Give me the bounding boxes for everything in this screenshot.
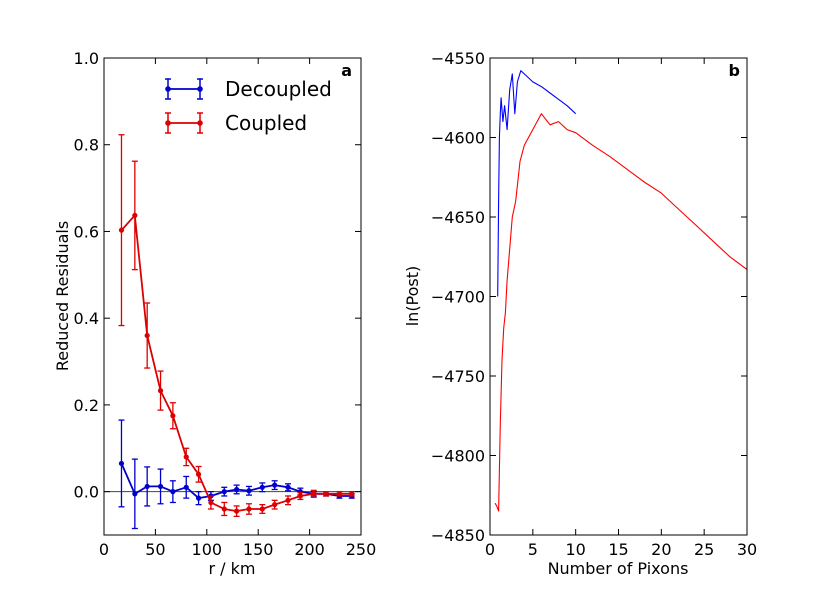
panel-b-plot-area bbox=[494, 70, 748, 512]
panel-a-ytick-label: 1.0 bbox=[74, 49, 99, 68]
legend: Decoupled Coupled bbox=[165, 77, 332, 135]
panel-a-coupled-point bbox=[221, 506, 227, 512]
panel-a-xtick-label: 150 bbox=[243, 540, 274, 559]
panel-a-decoupled-point bbox=[234, 486, 240, 493]
panel-a-decoupled-point bbox=[195, 495, 202, 501]
panel-a-ticks: 0 50 100 150 200 250 0.0 0.2 0.4 0.6 0.8 1.0 bbox=[74, 49, 377, 559]
panel-a-coupled-point bbox=[311, 491, 317, 497]
panel-b-ytick-label: −4550 bbox=[431, 49, 485, 68]
panel-a-xtick-label: 50 bbox=[145, 540, 165, 559]
panel-b-ytick-label: −4650 bbox=[431, 208, 485, 227]
panel-a-coupled-point bbox=[208, 499, 214, 506]
panel-a-xtick-label: 250 bbox=[346, 540, 377, 559]
panel-a: 0 50 100 150 200 250 0.0 0.2 0.4 0.6 0.8 1.0 a r / … bbox=[53, 49, 376, 578]
panel-a-decoupled-point bbox=[157, 483, 164, 490]
panel-a-coupled-point bbox=[118, 227, 125, 233]
panel-b-xtick-label: 25 bbox=[694, 540, 714, 559]
panel-b-ytick-label: −4850 bbox=[431, 526, 485, 545]
panel-a-coupled-point bbox=[272, 502, 278, 508]
panel-b-ytick-label: −4800 bbox=[431, 447, 485, 466]
panel-b-label: b bbox=[729, 61, 740, 80]
panel-b-ytick-label: −4700 bbox=[431, 288, 485, 307]
panel-b-coupled-line bbox=[494, 113, 748, 512]
panel-b: 0 5 10 15 20 25 30 −4850 −4800 −4750 −4700 −4650 −46… bbox=[403, 49, 757, 578]
panel-a-xtick-label: 200 bbox=[294, 540, 325, 559]
panel-b-xlabel: Number of Pixons bbox=[548, 559, 689, 578]
panel-a-xtick-label: 100 bbox=[192, 540, 223, 559]
panel-b-xtick-label: 5 bbox=[528, 540, 538, 559]
panel-a-coupled-point bbox=[285, 497, 291, 503]
legend-decoupled-label: Decoupled bbox=[225, 77, 332, 101]
panel-a-ytick-label: 0.6 bbox=[74, 222, 99, 241]
panel-a-decoupled-point bbox=[272, 482, 278, 488]
panel-a-coupled-point bbox=[336, 491, 343, 497]
panel-a-coupled-point bbox=[183, 454, 189, 460]
panel-a-coupled-point bbox=[259, 506, 265, 512]
panel-a-coupled-point bbox=[349, 491, 355, 497]
panel-a-coupled-point bbox=[195, 471, 202, 477]
panel-b-ticks: 0 5 10 15 20 25 30 −4850 −4800 −4750 −4700 −4650 −46… bbox=[431, 49, 757, 559]
panel-a-coupled-point bbox=[323, 491, 329, 497]
panel-a-ytick-label: 0.4 bbox=[74, 309, 99, 328]
panel-b-xtick-label: 15 bbox=[608, 540, 628, 559]
panel-a-coupled-point bbox=[246, 506, 252, 512]
panel-a-decoupled-point bbox=[285, 484, 291, 490]
panel-a-coupled-point bbox=[234, 508, 240, 514]
panel-b-xtick-label: 20 bbox=[651, 540, 671, 559]
panel-a-decoupled-point bbox=[132, 491, 138, 497]
panel-a-decoupled-point bbox=[246, 488, 252, 494]
panel-b-decoupled-line bbox=[497, 70, 577, 297]
panel-a-xlabel: r / km bbox=[209, 559, 256, 578]
panel-a-coupled-point bbox=[297, 493, 303, 499]
panel-a-frame bbox=[103, 57, 362, 536]
panel-a-coupled-point bbox=[170, 413, 176, 419]
panel-a-coupled-point bbox=[132, 212, 138, 219]
panel-a-decoupled-point bbox=[183, 484, 189, 490]
panel-b-ytick-label: −4600 bbox=[431, 129, 485, 148]
panel-a-label: a bbox=[341, 61, 352, 80]
panel-b-frame bbox=[489, 57, 748, 536]
panel-a-coupled-line bbox=[120, 214, 352, 513]
panel-a-decoupled-point bbox=[170, 489, 176, 495]
panel-a-ytick-label: 0.8 bbox=[74, 136, 99, 155]
panel-a-decoupled-point bbox=[144, 483, 150, 490]
panel-a-ytick-label: 0.2 bbox=[74, 396, 99, 415]
panel-b-xtick-label: 10 bbox=[565, 540, 585, 559]
panel-a-coupled-point bbox=[157, 387, 164, 394]
panel-a-decoupled-point bbox=[259, 484, 265, 490]
panel-b-xtick-label: 0 bbox=[485, 540, 495, 559]
panel-b-ytick-label: −4750 bbox=[431, 367, 485, 386]
panel-a-coupled-point bbox=[144, 332, 150, 339]
legend-coupled: Coupled bbox=[165, 111, 307, 135]
legend-coupled-label: Coupled bbox=[225, 111, 307, 135]
legend-decoupled: Decoupled bbox=[165, 77, 332, 101]
panel-a-ylabel: Reduced Residuals bbox=[53, 221, 72, 371]
panel-a-xtick-label: 0 bbox=[99, 540, 109, 559]
panel-a-plot-area bbox=[104, 134, 361, 530]
panel-b-ylabel: ln(Post) bbox=[403, 266, 422, 327]
panel-a-ytick-label: 0.0 bbox=[74, 483, 99, 502]
panel-a-decoupled-point bbox=[118, 460, 125, 467]
panel-a-decoupled-point bbox=[221, 489, 227, 495]
panel-b-xtick-label: 30 bbox=[737, 540, 757, 559]
